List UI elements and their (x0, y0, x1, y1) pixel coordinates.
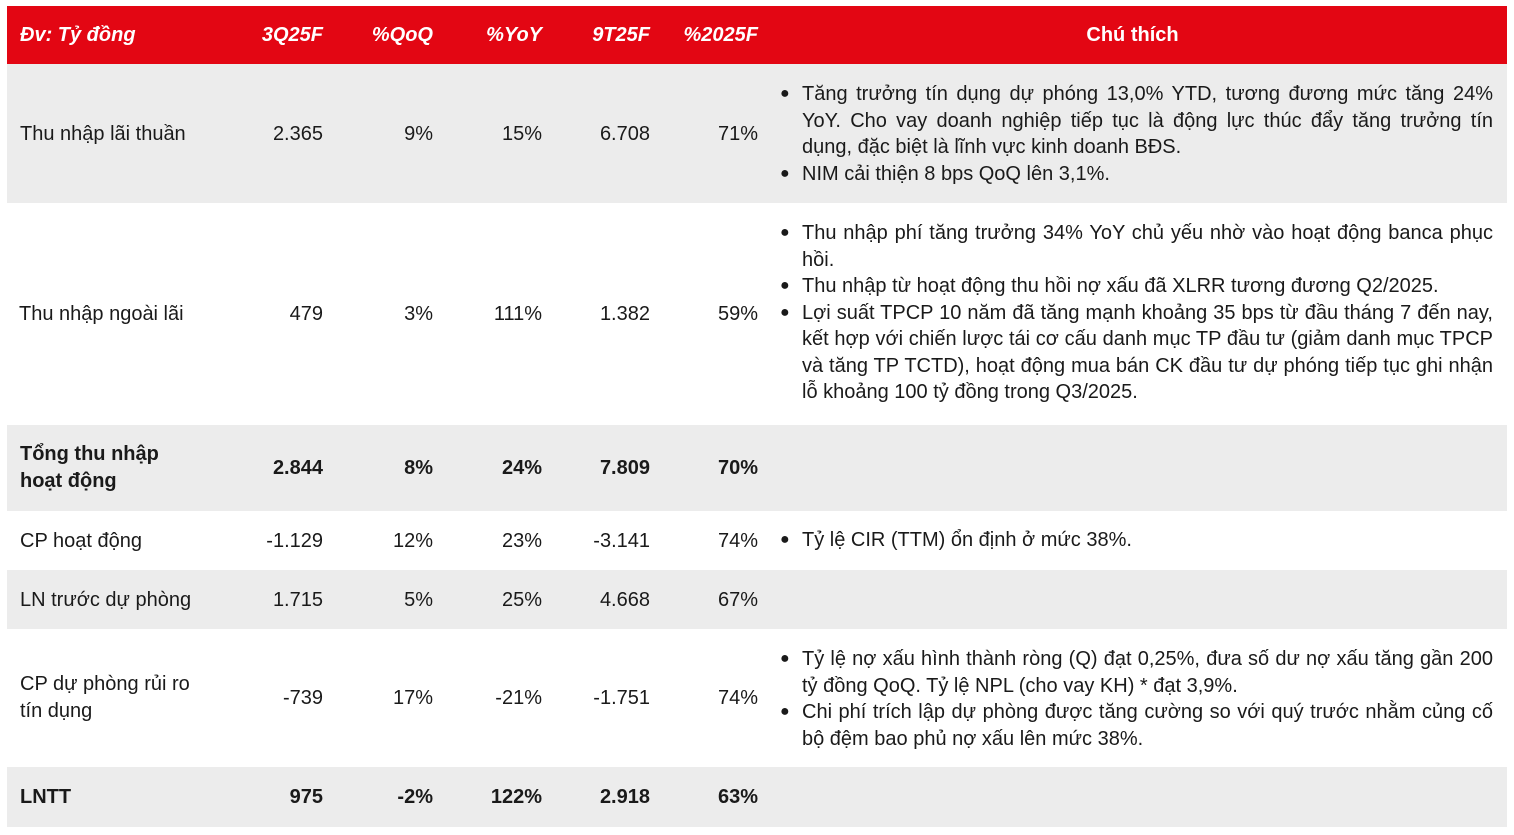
cell-3q25f: 479 (289, 303, 323, 325)
unit-header: Đv: Tỷ đồng (20, 24, 136, 46)
earnings-forecast-table: Đv: Tỷ đồng 3Q25F %QoQ %YoY 9T25F %2025F… (7, 6, 1507, 827)
cell-qoq: 17% (392, 687, 433, 709)
row-label: Tổng thu nhập hoạt động (20, 443, 159, 492)
col-header-qoq: %QoQ (371, 24, 433, 46)
cell-yoy: 111% (493, 303, 542, 325)
table-row: CP hoạt động -1.129 12% 23% -3.141 74% ●… (7, 511, 1507, 570)
col-header-3q25f: 3Q25F (261, 24, 323, 46)
cell-2025f: 71% (717, 122, 758, 145)
cell-yoy: 24% (501, 457, 542, 479)
table-row: Tổng thu nhập hoạt động 2.844 8% 24% 7.80… (7, 425, 1507, 511)
cell-yoy: 15% (501, 122, 542, 145)
table-row: Thu nhập lãi thuần 2.365 9% 15% 6.708 71… (7, 64, 1507, 203)
bullet-icon: ● (780, 277, 790, 294)
row-label: Thu nhập lãi thuần (20, 122, 186, 145)
cell-2025f: 74% (717, 529, 758, 552)
cell-yoy: 122% (490, 786, 542, 808)
bullet-icon: ● (780, 303, 790, 321)
note-item: ● Lợi suất TPCP 10 năm đã tăng mạnh khoản… (780, 301, 1493, 404)
notes-header: Chú thích (1086, 24, 1179, 46)
notes-list: ● Tỷ lệ nợ xấu hình thành ròng (Q) đạt 0,… (778, 646, 1493, 752)
notes-list: ● Tăng trưởng tín dụng dự phóng 13,0% YTD… (778, 81, 1493, 187)
table-row: CP dự phòng rủi ro tín dụng -739 17% -21%… (7, 629, 1507, 767)
cell-yoy: -21% (495, 687, 542, 709)
cell-yoy: 25% (501, 588, 542, 611)
table-row: LNTT 975 -2% 122% 2.918 63% (7, 767, 1507, 827)
cell-yoy: 23% (501, 529, 542, 552)
cell-9t25f: 7.809 (599, 457, 650, 479)
cell-3q25f: -1.129 (266, 529, 323, 552)
cell-2025f: 74% (717, 687, 758, 709)
cell-9t25f: 6.708 (599, 122, 650, 145)
notes-cell (758, 767, 1507, 827)
cell-9t25f: 4.668 (599, 588, 650, 611)
col-header-9t25f: 9T25F (592, 24, 650, 46)
cell-qoq: 8% (404, 457, 433, 479)
cell-9t25f: 1.382 (599, 303, 650, 325)
cell-9t25f: 2.918 (599, 786, 650, 808)
cell-qoq: 12% (392, 529, 433, 552)
cell-9t25f: -1.751 (593, 687, 650, 709)
note-item: ● Chi phí trích lập dự phòng được tăng cư… (780, 701, 1493, 750)
bullet-icon: ● (780, 703, 790, 720)
notes-cell: ● Tăng trưởng tín dụng dự phóng 13,0% YTD… (758, 64, 1507, 203)
bullet-icon: ● (780, 531, 790, 549)
row-label: CP hoạt động (20, 529, 142, 552)
notes-cell: ● Tỷ lệ CIR (TTM) ổn định ở mức 38%. (758, 511, 1507, 570)
notes-list: ● Thu nhập phí tăng trưởng 34% YoY chủ yế… (778, 220, 1493, 406)
note-item: ● Thu nhập phí tăng trưởng 34% YoY chủ yế… (780, 222, 1493, 271)
note-item: ● Tăng trưởng tín dụng dự phóng 13,0% YTD… (780, 83, 1493, 158)
notes-cell: ● Thu nhập phí tăng trưởng 34% YoY chủ yế… (758, 203, 1507, 425)
cell-qoq: 9% (404, 122, 433, 145)
header-row: Đv: Tỷ đồng 3Q25F %QoQ %YoY 9T25F %2025F… (7, 6, 1507, 64)
cell-qoq: -2% (397, 786, 433, 808)
col-header-2025f: %2025F (683, 24, 759, 46)
row-label: CP dự phòng rủi ro tín dụng (20, 673, 190, 722)
cell-qoq: 3% (404, 303, 433, 325)
cell-2025f: 70% (717, 457, 758, 479)
notes-list: ● Tỷ lệ CIR (TTM) ổn định ở mức 38%. (778, 527, 1493, 554)
notes-cell (758, 570, 1507, 629)
row-label: LNTT (20, 786, 72, 808)
cell-3q25f: -739 (282, 687, 323, 709)
cell-3q25f: 2.365 (272, 122, 323, 145)
row-label: LN trước dự phòng (20, 588, 192, 611)
cell-2025f: 59% (717, 303, 758, 325)
cell-3q25f: 975 (289, 786, 323, 808)
note-item: ● NIM cải thiện 8 bps QoQ lên 3,1%. (778, 161, 1493, 188)
note-item: ● Thu nhập từ hoạt động thu hồi nợ xấu đã… (778, 273, 1493, 300)
row-label: Thu nhập ngoài lãi (19, 303, 184, 325)
table-row: Thu nhập ngoài lãi 479 3% 111% 1.382 59%… (7, 203, 1507, 425)
cell-qoq: 5% (404, 588, 433, 611)
bullet-icon: ● (780, 224, 790, 241)
cell-2025f: 63% (717, 786, 758, 808)
notes-cell: ● Tỷ lệ nợ xấu hình thành ròng (Q) đạt 0,… (758, 629, 1507, 767)
bullet-icon: ● (780, 164, 790, 182)
cell-3q25f: 1.715 (272, 588, 323, 611)
note-item: ● Tỷ lệ CIR (TTM) ổn định ở mức 38%. (778, 527, 1493, 554)
cell-2025f: 67% (717, 588, 758, 611)
bullet-icon: ● (780, 650, 790, 667)
table-row: LN trước dự phòng 1.715 5% 25% 4.668 67% (7, 570, 1507, 629)
cell-9t25f: -3.141 (593, 529, 650, 552)
note-item: ● Tỷ lệ nợ xấu hình thành ròng (Q) đạt 0,… (780, 648, 1493, 697)
notes-cell (758, 425, 1507, 511)
bullet-icon: ● (780, 85, 790, 102)
cell-3q25f: 2.844 (272, 457, 323, 479)
col-header-yoy: %YoY (486, 24, 542, 46)
